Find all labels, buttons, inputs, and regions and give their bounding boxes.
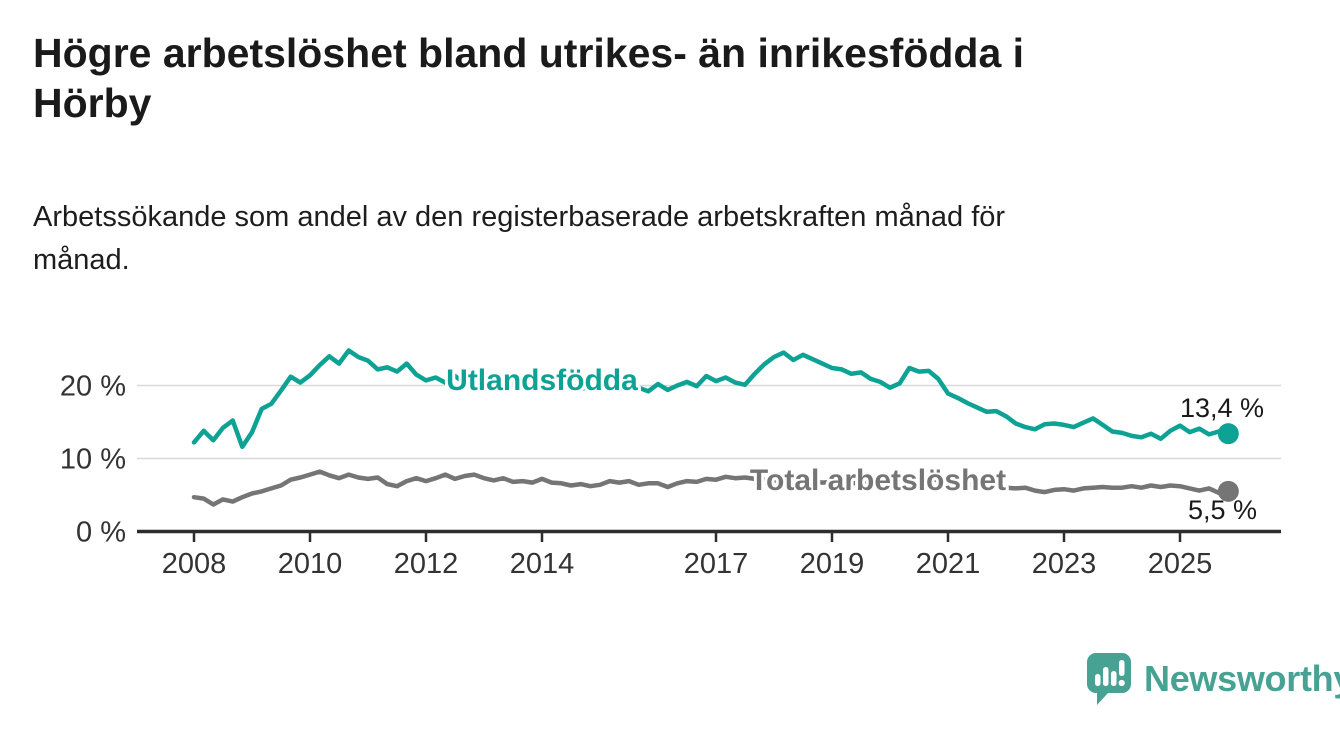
chart-title: Högre arbetslöshet bland utrikes- än inr… xyxy=(33,30,1025,126)
logo-bar-2 xyxy=(1103,667,1109,686)
x-axis-label: 2023 xyxy=(1032,548,1097,580)
x-axis-label: 2021 xyxy=(916,548,981,580)
series-line-0 xyxy=(191,348,1231,450)
logo-exclamation-dot xyxy=(1118,679,1125,687)
logo-bar-1 xyxy=(1095,674,1101,686)
end-value-label-1: 5,5 % xyxy=(1188,495,1257,525)
x-axis-label: 2010 xyxy=(278,548,343,580)
x-axis-label: 2014 xyxy=(510,548,575,580)
newsworthy-logo-text: Newsworthy xyxy=(1144,657,1340,699)
x-axis-label: 2008 xyxy=(162,548,227,580)
logo-bar-3 xyxy=(1111,671,1117,686)
newsworthy-logo-icon xyxy=(1087,653,1131,705)
y-axis-label: 20 % xyxy=(60,371,126,403)
series-end-dot-1 xyxy=(1217,480,1239,502)
x-axis-label: 2012 xyxy=(394,548,459,580)
logo-exclamation-stem xyxy=(1119,660,1125,676)
series-line-1 xyxy=(191,469,1231,507)
x-axis-label: 2019 xyxy=(800,548,865,580)
newsworthy-logo: Newsworthy xyxy=(1085,650,1340,707)
speech-bubble-shape xyxy=(1087,653,1131,705)
chart-subtitle: Arbetssökande som andel av den registerb… xyxy=(33,201,1006,276)
series-label-0: Utlandsfödda xyxy=(446,364,638,397)
series-label-1: Total arbetslöshet xyxy=(750,464,1006,497)
x-axis-label: 2025 xyxy=(1148,548,1213,580)
series-end-dot-0 xyxy=(1217,423,1239,445)
end-value-label-0: 13,4 % xyxy=(1180,393,1264,423)
y-axis-label: 0 % xyxy=(76,517,126,549)
x-axis-label: 2017 xyxy=(684,548,749,580)
y-axis-label: 10 % xyxy=(60,444,126,476)
